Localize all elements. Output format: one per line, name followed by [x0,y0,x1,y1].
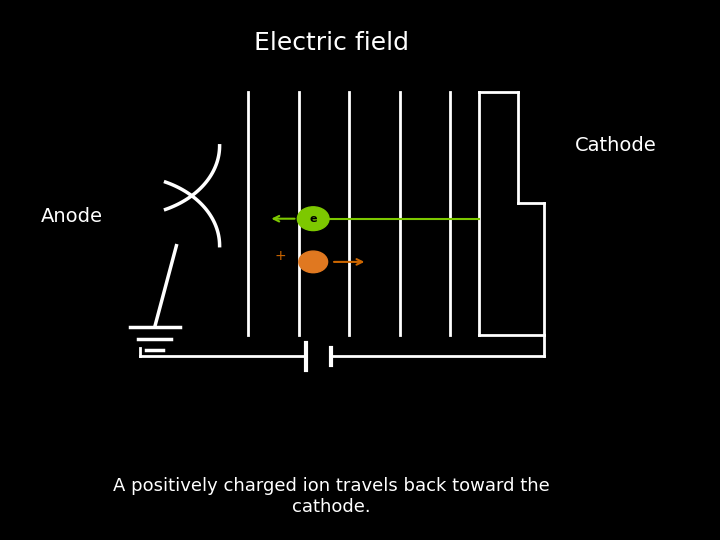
Text: A positively charged ion travels back toward the
cathode.: A positively charged ion travels back to… [113,477,549,516]
Circle shape [299,251,328,273]
Text: Cathode: Cathode [575,136,657,156]
Text: +: + [275,249,287,264]
Text: e: e [310,214,317,224]
Circle shape [297,207,329,231]
Text: Anode: Anode [41,206,103,226]
Text: Electric field: Electric field [253,31,409,55]
